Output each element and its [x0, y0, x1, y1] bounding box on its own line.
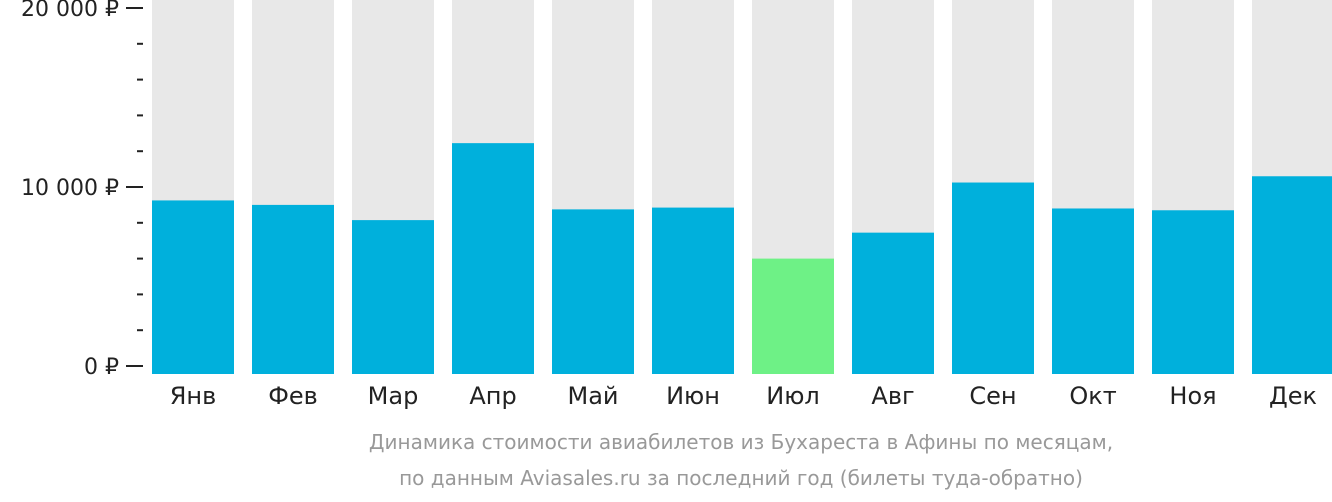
price-chart: 0 ₽ 10 000 ₽ 20 000 ₽ Янв Фев Мар Апр Май Июн Ию…	[21, 0, 1332, 410]
bar-11	[1152, 210, 1234, 374]
x-tick-label: Июн	[666, 382, 720, 410]
x-axis: Янв Фев Мар Апр Май Июн Июл Авг Сен Окт Ноя Дек	[170, 382, 1317, 410]
x-tick-label: Июл	[766, 382, 820, 410]
bar-2	[252, 204, 334, 374]
x-tick-label: Фев	[268, 382, 318, 410]
bar-12	[1252, 176, 1332, 374]
x-tick-label: Ноя	[1169, 382, 1216, 410]
y-axis: 0 ₽ 10 000 ₽ 20 000 ₽	[21, 0, 143, 380]
bars	[152, 143, 1332, 374]
chart-caption-line-1: Динамика стоимости авиабилетов из Бухаре…	[368, 430, 1114, 454]
bar-7	[752, 258, 834, 374]
x-tick-label: Окт	[1069, 382, 1116, 410]
x-tick-label: Сен	[969, 382, 1016, 410]
bar-10	[1052, 208, 1134, 374]
bar-4	[452, 143, 534, 374]
bar-6	[652, 207, 734, 374]
x-tick-label: Мар	[368, 382, 419, 410]
bar-5	[552, 209, 634, 374]
bar-8	[852, 232, 934, 374]
x-tick-label: Май	[567, 382, 618, 410]
y-tick-label: 0 ₽	[84, 355, 119, 380]
chart-caption-line-2: по данным Aviasales.ru за последний год …	[399, 466, 1083, 490]
x-tick-label: Янв	[170, 382, 217, 410]
bar-9	[952, 182, 1034, 374]
x-tick-label: Авг	[871, 382, 914, 410]
bar-1	[152, 200, 234, 374]
x-tick-label: Дек	[1269, 382, 1317, 410]
y-tick-label: 10 000 ₽	[21, 176, 119, 201]
y-tick-label: 20 000 ₽	[21, 0, 119, 22]
bar-3	[352, 220, 434, 374]
x-tick-label: Апр	[469, 382, 516, 410]
